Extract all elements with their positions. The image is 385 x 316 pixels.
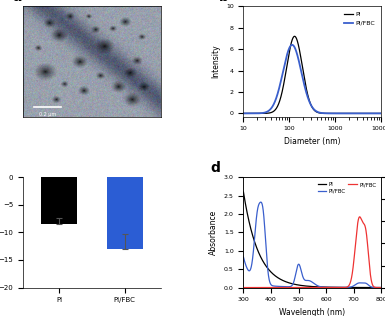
Y-axis label: Intensity: Intensity [211,45,220,78]
PI/FBC [375,112,380,115]
PI [248,226,253,229]
Line: PI/FBC: PI/FBC [243,45,381,113]
PI [308,102,313,106]
PI [241,112,246,115]
PI/FBC [305,286,309,289]
PI [375,112,380,115]
PI/FBC [375,112,380,115]
PI/FBC [350,285,354,289]
PI/FBC [350,274,354,278]
PI/FBC [375,286,380,289]
Legend: PI, PI/FBC: PI, PI/FBC [341,9,378,28]
Text: b: b [219,0,229,4]
PI/FBC [308,279,313,283]
PI/FBC [258,200,263,204]
Y-axis label: Absorbance: Absorbance [209,210,218,255]
Legend: PI, PI/FBC, PI/FBC: PI, PI/FBC, PI/FBC [316,180,378,196]
PI/FBC [375,286,380,289]
PI/FBC [305,93,309,96]
PI [305,284,309,288]
PI [375,112,380,115]
Line: PI/FBC: PI/FBC [243,202,381,288]
X-axis label: Wavelength (nm): Wavelength (nm) [279,308,345,316]
PI/FBC [308,286,313,289]
PI/FBC [379,286,383,289]
Text: d: d [210,161,220,175]
PI/FBC [357,215,362,219]
PI/FBC [241,255,246,259]
Bar [41,177,77,224]
PI [248,112,253,115]
PI/FBC [290,43,295,47]
PI/FBC [350,112,354,115]
X-axis label: Diameter (nm): Diameter (nm) [284,137,341,146]
PI [379,286,383,289]
PI [350,286,354,289]
PI/FBC [375,286,380,289]
Line: PI/FBC: PI/FBC [243,217,381,288]
PI/FBC [248,268,253,271]
PI [305,89,309,93]
PI/FBC [248,112,253,115]
Line: PI: PI [243,192,381,288]
Bar [107,177,143,249]
PI/FBC [308,102,313,106]
PI [241,190,246,194]
PI/FBC [305,279,309,283]
PI/FBC [248,286,253,289]
PI/FBC [379,112,383,115]
PI/FBC [241,112,246,115]
PI/FBC [241,286,246,289]
PI/FBC [379,286,383,289]
PI [308,284,313,288]
Text: 0.2 μm: 0.2 μm [39,112,56,118]
PI [375,286,379,289]
PI [379,112,383,115]
Line: PI: PI [243,36,381,113]
Text: a: a [12,0,22,4]
PI [292,34,297,38]
PI/FBC [375,286,380,289]
PI [375,286,380,289]
PI [350,112,354,115]
